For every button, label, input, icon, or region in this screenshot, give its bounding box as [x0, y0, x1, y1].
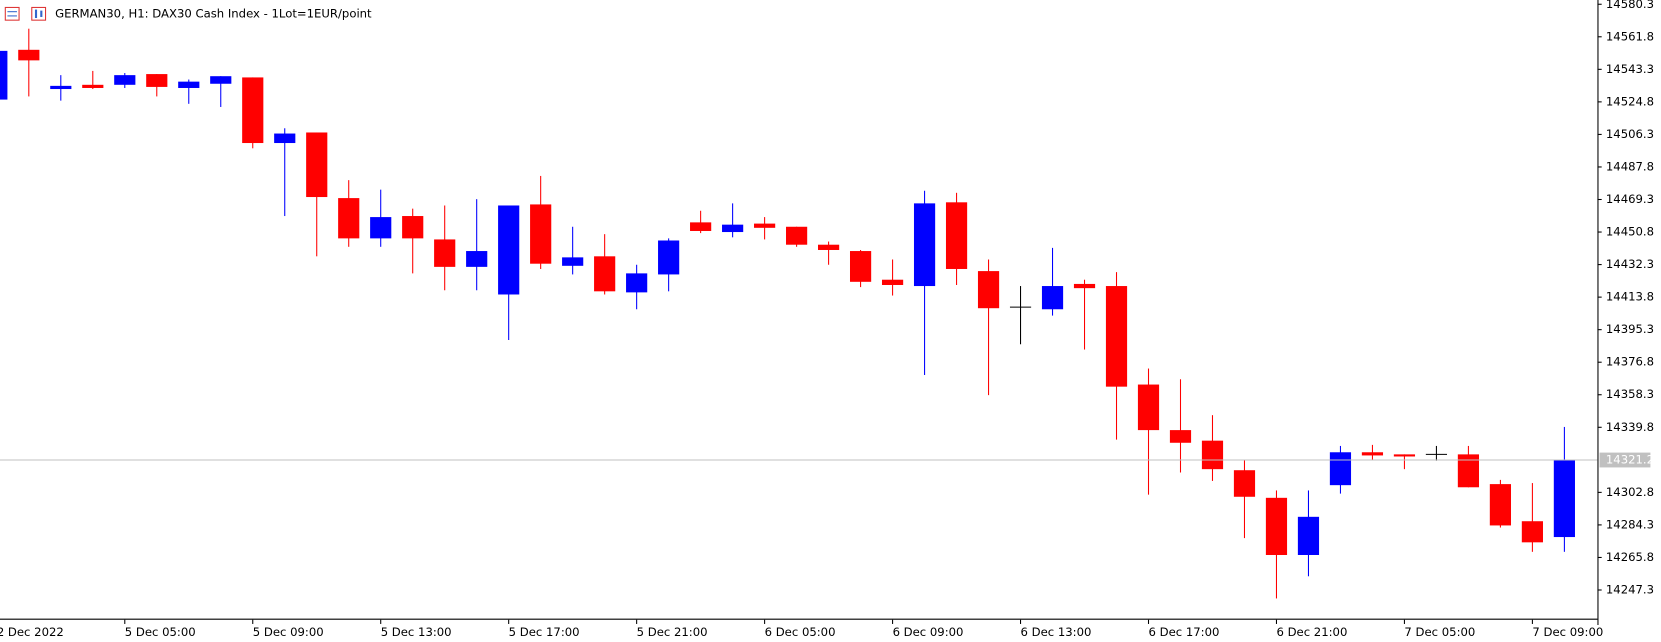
candle-body	[1105, 286, 1128, 387]
candle-body	[786, 226, 808, 245]
y-tick-label: 14376.8	[1606, 355, 1654, 369]
x-tick-label: 7 Dec 05:00	[1404, 625, 1475, 639]
candle-body	[1393, 454, 1416, 457]
candle-body	[818, 244, 840, 250]
x-tick-label: 6 Dec 13:00	[1021, 625, 1092, 639]
candle-body	[498, 205, 520, 295]
y-tick-label: 14413.8	[1606, 290, 1654, 304]
y-tick-label: 14247.3	[1606, 582, 1654, 596]
candle-body	[562, 257, 584, 266]
candle-body	[1457, 454, 1480, 488]
candle-body	[114, 75, 136, 85]
candle-body	[50, 85, 72, 90]
candle-body	[306, 132, 328, 198]
icon	[4, 6, 20, 21]
candle-body	[466, 251, 488, 267]
candle-body	[178, 81, 200, 88]
candle-body	[1553, 460, 1575, 538]
candle-body	[530, 204, 552, 264]
candle-body	[402, 216, 424, 239]
candle-body	[1201, 440, 1224, 470]
y-tick-label: 14284.3	[1606, 517, 1654, 531]
candle-body	[1521, 521, 1543, 543]
candle-body	[1329, 452, 1352, 486]
x-tick-label: 5 Dec 21:00	[637, 625, 708, 639]
y-tick-label: 14265.8	[1606, 550, 1654, 564]
candle-body	[242, 77, 264, 144]
y-tick-label: 14543.3	[1606, 62, 1654, 76]
candle-body	[1361, 452, 1384, 456]
x-tick-label: 5 Dec 17:00	[509, 625, 580, 639]
candle-body	[1265, 497, 1288, 555]
x-tick-label: 6 Dec 05:00	[765, 625, 836, 639]
x-tick-label: 2 Dec 2022	[0, 625, 64, 639]
candle-body	[1233, 470, 1256, 497]
candle-body	[1297, 516, 1320, 555]
y-tick-label: 14561.8	[1606, 29, 1654, 43]
icon	[31, 6, 47, 21]
candle-body	[658, 240, 680, 275]
candle-body	[434, 239, 456, 267]
plot-area	[0, 28, 1575, 599]
candle-body	[0, 50, 8, 100]
y-tick-label: 14487.8	[1606, 159, 1654, 173]
candle-body	[1041, 286, 1064, 310]
candle-body	[18, 49, 40, 61]
x-tick-label: 5 Dec 13:00	[381, 625, 452, 639]
x-tick-label: 7 Dec 09:00	[1532, 625, 1603, 639]
candle-body	[945, 202, 968, 269]
chart-icons	[4, 6, 47, 21]
y-tick-label: 14450.8	[1606, 225, 1654, 239]
current-price-label: 14321.2	[1606, 453, 1654, 467]
y-tick-label: 14506.3	[1606, 127, 1654, 141]
candle-body	[977, 271, 1000, 309]
candle-body	[722, 224, 744, 233]
candle-body	[913, 203, 936, 287]
candle-body	[626, 273, 648, 293]
x-tick-label: 5 Dec 09:00	[253, 625, 324, 639]
candle-body	[146, 74, 168, 87]
candle-body	[849, 251, 872, 282]
candle-body	[274, 133, 296, 144]
candle-body	[881, 279, 904, 285]
current-price-box	[1599, 452, 1651, 468]
candle-body	[690, 222, 712, 231]
y-tick-label: 14432.3	[1606, 257, 1654, 271]
candle-body	[1169, 430, 1192, 443]
candle-body	[210, 76, 232, 84]
candle-body	[338, 198, 360, 239]
candle-body	[1137, 384, 1160, 431]
y-tick-label: 14395.3	[1606, 322, 1654, 336]
x-tick-label: 5 Dec 05:00	[125, 625, 196, 639]
candle-body	[370, 217, 392, 239]
candle-body	[1489, 484, 1512, 526]
y-tick-label: 14524.8	[1606, 94, 1654, 108]
y-tick-label: 14580.3	[1606, 0, 1654, 11]
candle-body	[594, 256, 616, 292]
x-tick-label: 6 Dec 09:00	[893, 625, 964, 639]
y-tick-label: 14302.8	[1606, 485, 1654, 499]
y-tick-label: 14339.8	[1606, 420, 1654, 434]
chart-title: GERMAN30, H1: DAX30 Cash Index - 1Lot=1E…	[55, 6, 372, 20]
y-tick-label: 14469.3	[1606, 192, 1654, 206]
candle-body	[1073, 283, 1096, 289]
candle-body	[754, 223, 776, 228]
x-tick-label: 6 Dec 21:00	[1276, 625, 1347, 639]
x-tick-label: 6 Dec 17:00	[1149, 625, 1220, 639]
candle-body	[82, 84, 104, 88]
y-tick-label: 14358.3	[1606, 387, 1654, 401]
